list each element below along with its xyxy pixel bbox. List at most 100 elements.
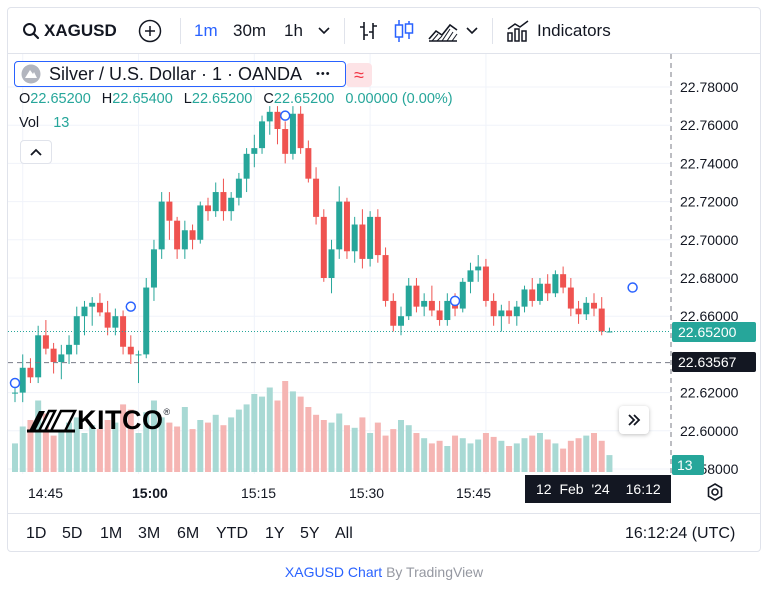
interval-1m[interactable]: 1m	[194, 21, 218, 40]
compare-add-button[interactable]	[138, 8, 162, 54]
volume-bar	[243, 404, 250, 472]
high-key: H	[101, 91, 113, 107]
candle-body	[560, 274, 567, 288]
candle-body	[251, 148, 258, 154]
event-marker	[449, 295, 461, 307]
candle-body	[313, 178, 320, 217]
interval-1h[interactable]: 1h	[284, 21, 303, 40]
volume-bar	[560, 448, 567, 472]
candle-body	[35, 335, 42, 378]
scroll-to-realtime-button[interactable]	[619, 406, 649, 434]
crosshair-time-badge: 12 Feb '24 16:12	[525, 475, 671, 503]
volume-bar	[42, 413, 49, 472]
legend-collapse-button[interactable]	[20, 140, 52, 164]
utc-clock[interactable]: 16:12:24 (UTC)	[625, 525, 736, 542]
candle-body	[120, 316, 127, 347]
candles-style-button[interactable]	[393, 8, 415, 54]
interval-dropdown[interactable]	[318, 8, 330, 54]
volume-bar	[189, 429, 196, 472]
time-tick-label: 15:30	[349, 485, 384, 501]
area-style-button[interactable]	[428, 8, 458, 54]
volume-bar	[444, 446, 451, 472]
indicators-button[interactable]: Indicators	[506, 8, 611, 54]
range-1d[interactable]: 1D	[26, 525, 47, 542]
volume-bar	[583, 435, 590, 472]
candle-body	[428, 300, 435, 311]
crosshair-time: 16:12	[625, 481, 661, 497]
attribution-footer: XAGUSD Chart By TradingView	[0, 564, 768, 580]
volume-legend: Vol 13	[19, 115, 69, 131]
chart-settings-button[interactable]	[705, 482, 727, 504]
candle-body	[96, 302, 103, 313]
chevron-down-icon	[466, 27, 478, 35]
volume-bar	[35, 400, 42, 472]
close-value: 22.65200	[273, 91, 335, 107]
volume-bar	[421, 438, 428, 472]
volume-bar	[367, 433, 374, 472]
event-marker	[627, 282, 638, 293]
candle-body	[181, 230, 188, 250]
candle-body	[390, 300, 397, 326]
candle-body	[89, 302, 96, 307]
interval-30m[interactable]: 30m	[233, 21, 267, 40]
price-tick-label: 22.68000	[680, 270, 739, 286]
volume-bar	[205, 422, 211, 472]
range-5y[interactable]: 5Y	[300, 525, 320, 542]
range-all[interactable]: All	[335, 525, 353, 542]
candle-body	[297, 113, 304, 149]
candle-body	[143, 287, 150, 355]
legend-more-button[interactable]: •••	[316, 68, 331, 80]
attribution-text: By TradingView	[386, 564, 484, 580]
candle-body	[73, 316, 80, 345]
range-5d[interactable]: 5D	[62, 525, 83, 542]
candle-body	[529, 289, 536, 301]
range-1y[interactable]: 1Y	[265, 525, 285, 542]
symbol-search-button[interactable]: XAGUSD	[22, 8, 117, 54]
range-3m[interactable]: 3M	[138, 525, 161, 542]
bars-style-button[interactable]	[359, 8, 379, 54]
volume-bar	[428, 443, 435, 472]
range-ytd[interactable]: YTD	[216, 525, 248, 542]
volume-bar	[58, 430, 65, 472]
volume-bar	[251, 394, 258, 472]
volume-bar	[374, 422, 381, 472]
candle-body	[235, 178, 242, 198]
chart-canvas[interactable]: 22.78000 22.76000 22.74000 22.72000 22.70000…	[8, 54, 761, 514]
chart-overlay	[8, 54, 672, 474]
range-1m[interactable]: 1M	[100, 525, 123, 542]
volume-bar	[259, 396, 266, 472]
indicators-label: Indicators	[537, 21, 611, 40]
candle-body	[382, 255, 389, 301]
open-value: 22.65200	[30, 91, 91, 107]
open-key: O	[19, 91, 31, 107]
candle-body	[12, 392, 18, 394]
volume-bar	[459, 438, 466, 472]
volume-bar	[181, 407, 188, 472]
volume-bar	[297, 396, 304, 472]
volume-bar	[235, 409, 242, 472]
volume-bar	[413, 433, 420, 472]
volume-bar	[521, 438, 528, 472]
volume-bar	[120, 404, 127, 472]
range-6m[interactable]: 6M	[177, 525, 200, 542]
volume-bar	[73, 417, 80, 472]
volume-bar	[197, 420, 204, 472]
volume-bar	[305, 407, 312, 472]
legend-title-box[interactable]: Silver / U.S. Dollar · 1 · OANDA •••	[14, 61, 346, 87]
volume-bar	[112, 422, 119, 472]
candle-body	[135, 354, 142, 356]
candle-body	[398, 316, 404, 326]
candle-body	[166, 201, 173, 221]
candle-body	[289, 113, 296, 154]
chart-style-dropdown[interactable]	[466, 8, 478, 54]
volume-bar	[598, 440, 605, 472]
volume-bar	[12, 443, 18, 472]
volume-bar	[150, 400, 157, 472]
volume-bar	[19, 426, 26, 472]
price-tick-label: 22.74000	[680, 155, 739, 171]
compare-symbol-button[interactable]: ≈	[346, 63, 372, 87]
chart-link[interactable]: XAGUSD Chart	[284, 564, 383, 580]
candle-body	[58, 354, 65, 363]
ohlc-bars-icon	[360, 22, 377, 40]
candle-body	[197, 205, 204, 240]
